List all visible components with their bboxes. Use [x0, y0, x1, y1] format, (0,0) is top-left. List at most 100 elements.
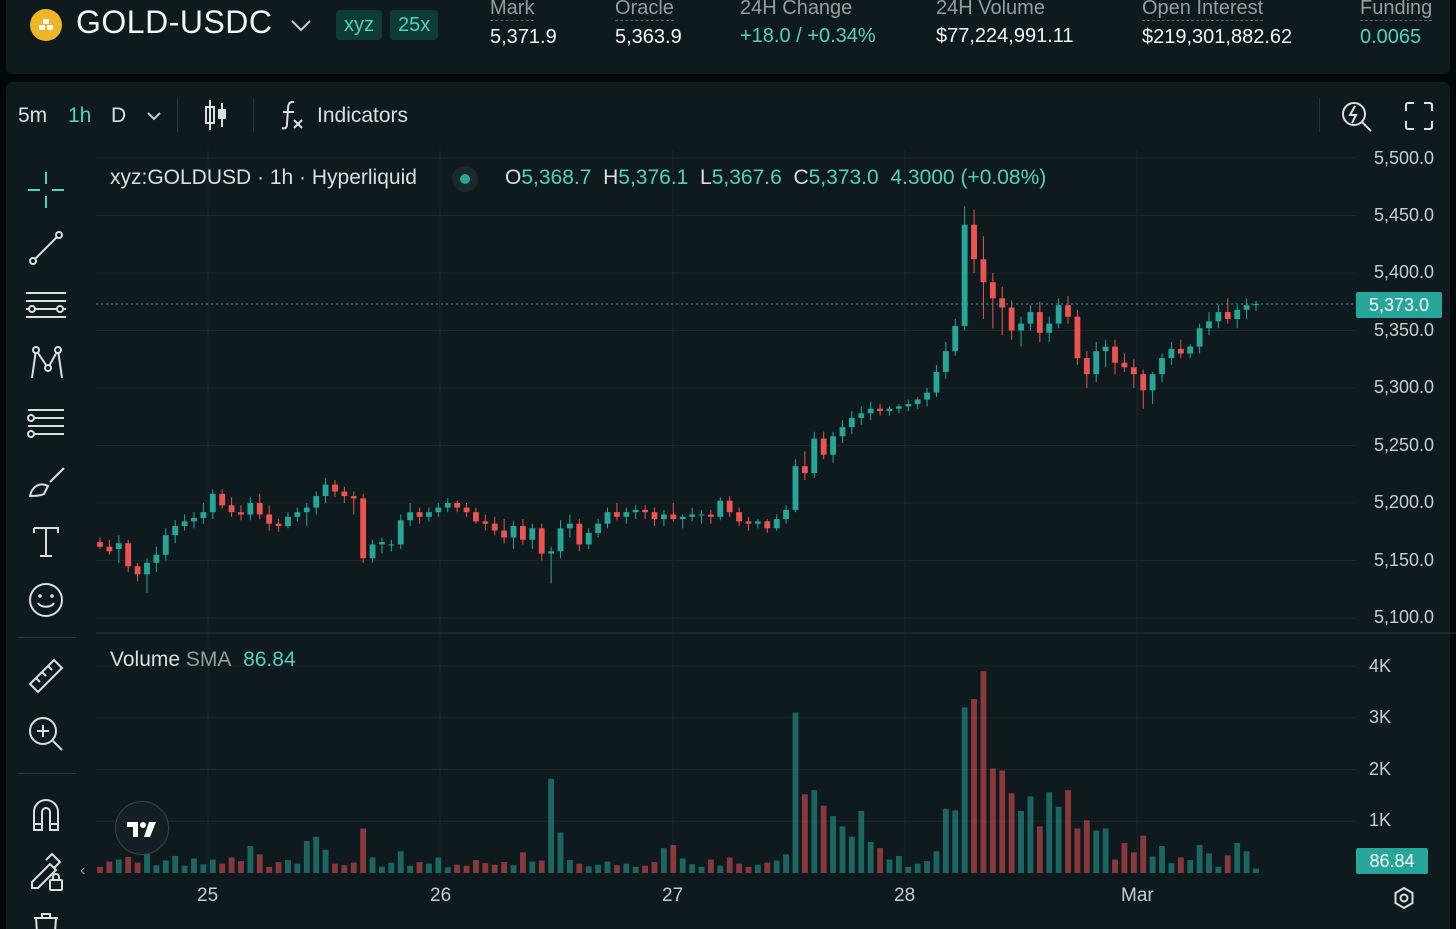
candle-body: [228, 505, 235, 513]
volume-bar: [388, 862, 395, 873]
stat-24h-change: 24H Change +18.0 / +0.34%: [740, 0, 876, 47]
lock-drawings-icon[interactable]: [26, 852, 66, 892]
volume-tick: 4K: [1369, 656, 1392, 676]
candle-body: [134, 566, 141, 575]
volume-bar: [181, 865, 188, 873]
volume-bar: [106, 861, 113, 873]
pair-name[interactable]: GOLD-USDC: [76, 4, 273, 40]
candlestick-type-icon[interactable]: [200, 98, 232, 137]
volume-bar: [529, 861, 536, 873]
fib-retracement-icon[interactable]: [26, 404, 66, 444]
settings-icon[interactable]: [1392, 886, 1416, 915]
candle-body: [1130, 367, 1137, 375]
volume-bar: [444, 867, 451, 873]
candle-body: [1018, 323, 1024, 331]
volume-bar: [1149, 856, 1156, 873]
candle-body: [285, 516, 291, 526]
candle-body: [1253, 304, 1259, 306]
volume-bar: [1027, 796, 1034, 873]
volume-bar: [200, 864, 207, 873]
candle-body: [294, 512, 301, 517]
volume-bar: [1046, 792, 1053, 873]
volume-bar: [557, 832, 564, 873]
volume-bar: [426, 863, 432, 873]
candle-body: [1196, 328, 1203, 347]
pattern-tool-icon[interactable]: [26, 344, 66, 384]
function-icon[interactable]: [278, 98, 306, 137]
candle-body: [200, 512, 207, 518]
tradingview-logo-icon[interactable]: [115, 801, 169, 855]
magnet-icon[interactable]: [26, 794, 66, 834]
candle-body: [1083, 358, 1090, 375]
interval-chevron-down-icon[interactable]: [146, 108, 162, 129]
candle-body: [867, 408, 874, 414]
interval-d[interactable]: D: [111, 104, 127, 127]
volume-bar: [1187, 860, 1194, 873]
leverage-tag[interactable]: 25x: [390, 10, 439, 40]
ruler-icon[interactable]: [26, 656, 66, 696]
candle-body: [266, 514, 273, 524]
candle-body: [238, 512, 244, 515]
horizontal-lines-icon[interactable]: [26, 286, 66, 326]
volume-bar: [754, 864, 761, 873]
trash-icon[interactable]: [26, 910, 66, 929]
volume-bar: [473, 860, 479, 873]
candle-body: [1093, 351, 1100, 375]
volume-bar: [275, 862, 282, 873]
candle-body: [115, 543, 122, 549]
volume-bar: [689, 864, 696, 873]
volume-bar: [924, 861, 930, 873]
volume-bar: [858, 810, 865, 873]
stat-oracle: Oracle 5,363.9: [615, 0, 682, 49]
candle-body: [801, 466, 808, 474]
scroll-left-icon[interactable]: ‹: [80, 862, 86, 879]
volume-bar: [585, 866, 592, 873]
trend-line-icon[interactable]: [26, 228, 66, 268]
candle-body: [557, 528, 564, 552]
volume-bar: [313, 836, 320, 873]
crosshair-icon[interactable]: [26, 170, 66, 210]
volume-bar: [567, 860, 573, 873]
volume-bar: [454, 864, 461, 873]
candle-body: [952, 325, 959, 352]
indicators-button[interactable]: Indicators: [317, 104, 409, 127]
volume-bar: [698, 866, 705, 873]
brush-icon[interactable]: [26, 464, 66, 504]
date-tick: Mar: [1121, 885, 1154, 906]
candle-body: [332, 484, 338, 492]
fullscreen-icon[interactable]: [1403, 100, 1435, 137]
volume-bar: [134, 862, 141, 873]
candle-body: [1027, 312, 1034, 324]
candle-body: [538, 528, 545, 554]
volume-bar: [867, 841, 874, 873]
interval-1h[interactable]: 1h: [68, 104, 92, 127]
volume-bar: [773, 860, 780, 873]
text-tool-icon[interactable]: [26, 522, 66, 562]
interval-5m[interactable]: 5m: [18, 104, 48, 127]
price-tick: 5,300.0: [1373, 377, 1434, 397]
volume-bar: [933, 851, 940, 873]
candle-body: [886, 408, 893, 411]
volume-tick: 1K: [1369, 810, 1392, 830]
volume-bar: [256, 854, 263, 873]
quick-search-icon[interactable]: [1340, 97, 1374, 138]
volume-bar: [407, 865, 414, 873]
candle-body: [820, 438, 827, 455]
stat-mark: Mark 5,371.9: [490, 0, 557, 49]
volume-bar: [642, 865, 649, 873]
zoom-in-icon[interactable]: [26, 714, 66, 754]
candle-body: [520, 526, 526, 540]
volume-bar: [792, 712, 799, 873]
candle-body: [651, 512, 658, 520]
volume-bar: [886, 859, 893, 873]
volume-bar: [1159, 846, 1165, 873]
volume-bar: [548, 778, 555, 873]
volume-bar: [435, 857, 442, 873]
chevron-down-icon[interactable]: [290, 14, 312, 41]
volume-bar: [1234, 842, 1241, 873]
candle-body: [764, 521, 771, 529]
candle-body: [1168, 348, 1175, 359]
volume-bar: [538, 860, 545, 873]
emoji-icon[interactable]: [26, 580, 66, 620]
